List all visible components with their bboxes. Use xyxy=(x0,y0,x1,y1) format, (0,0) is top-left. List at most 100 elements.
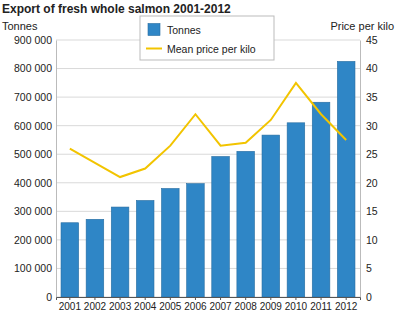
tick-mark xyxy=(220,297,221,300)
tick-label: 2010 xyxy=(285,301,308,312)
tick-label: 800 000 xyxy=(14,62,52,74)
tick-label: 20 xyxy=(366,177,378,189)
bar xyxy=(262,135,280,297)
bar xyxy=(111,207,129,297)
axis-line xyxy=(360,41,361,298)
tick: 25 xyxy=(360,148,378,160)
tick: 2010 xyxy=(285,297,308,312)
tick-label: 5 xyxy=(366,262,372,274)
bar xyxy=(187,184,205,297)
tick-label: 700 000 xyxy=(14,91,52,103)
tick-label: 2003 xyxy=(109,301,132,312)
tick: 600 000 xyxy=(14,120,56,132)
tick-label: 25 xyxy=(366,148,378,160)
tick-label: 2005 xyxy=(159,301,182,312)
tick-label: 45 xyxy=(366,34,378,46)
tick-label: 300 000 xyxy=(14,205,52,217)
legend-swatch xyxy=(146,48,162,50)
y-axis: 0100 000200 000300 000400 000500 000600 … xyxy=(14,34,56,303)
tick-label: 2009 xyxy=(260,301,283,312)
tick: 2007 xyxy=(209,297,232,312)
tick: 10 xyxy=(360,234,378,246)
tick-label: 2004 xyxy=(134,301,157,312)
tick-label: 900 000 xyxy=(14,34,52,46)
tick-label: 0 xyxy=(46,291,52,303)
tick: 2002 xyxy=(84,297,107,312)
bar xyxy=(312,102,330,297)
tick: 2001 xyxy=(59,297,82,312)
tick: 0 xyxy=(46,291,56,303)
tick: 2008 xyxy=(235,297,258,312)
tick-label: 2011 xyxy=(310,301,332,312)
legend-label: Tonnes xyxy=(167,24,201,36)
tick: 0 xyxy=(360,291,372,303)
tick-label: 200 000 xyxy=(14,234,52,246)
y2-axis-title: Price per kilo xyxy=(330,20,394,32)
tick-mark xyxy=(145,297,146,300)
tick: 2003 xyxy=(109,297,132,312)
tick: 40 xyxy=(360,62,378,74)
tick-label: 2006 xyxy=(184,301,207,312)
chart: Export of fresh whole salmon 2001-2012To… xyxy=(0,0,396,323)
tick-mark xyxy=(120,297,121,300)
tick-label: 30 xyxy=(366,120,378,132)
tick-label: 600 000 xyxy=(14,120,52,132)
tick: 2012 xyxy=(335,297,358,312)
legend: Tonnes Mean price per kilo xyxy=(140,16,274,60)
x-axis: 2001200220032004200520062007200820092010… xyxy=(57,297,361,312)
tick-mark xyxy=(270,297,271,300)
tick-label: 2008 xyxy=(235,301,258,312)
legend-swatch xyxy=(148,24,160,36)
y-axis-title: Tonnes xyxy=(2,20,38,32)
tick: 45 xyxy=(360,34,378,46)
tick: 400 000 xyxy=(14,177,56,189)
bar xyxy=(162,188,180,297)
tick-mark xyxy=(295,297,296,300)
tick: 2004 xyxy=(134,297,157,312)
tick: 800 000 xyxy=(14,62,56,74)
tick-mark xyxy=(195,297,196,300)
tick: 100 000 xyxy=(14,262,56,274)
tick-label: 2002 xyxy=(84,301,107,312)
legend-label: Mean price per kilo xyxy=(167,43,256,55)
tick-label: 400 000 xyxy=(14,177,52,189)
bar xyxy=(136,200,154,297)
tick-mark xyxy=(321,297,322,300)
grid-line xyxy=(56,68,360,69)
tick: 2011 xyxy=(310,297,332,312)
tick-mark xyxy=(170,297,171,300)
grid-line xyxy=(56,97,360,98)
tick: 15 xyxy=(360,205,378,217)
tick: 2009 xyxy=(260,297,283,312)
tick-mark xyxy=(245,297,246,300)
tick: 5 xyxy=(360,262,372,274)
tick: 700 000 xyxy=(14,91,56,103)
bar xyxy=(237,151,255,297)
tick-label: 0 xyxy=(366,291,372,303)
tick-label: 2007 xyxy=(209,301,232,312)
tick: 20 xyxy=(360,177,378,189)
tick: 200 000 xyxy=(14,234,56,246)
tick-label: 2012 xyxy=(335,301,358,312)
tick-label: 15 xyxy=(366,205,378,217)
bar xyxy=(287,123,305,297)
y2-axis: 0 5 10 15 20 25 30 35 40 45 xyxy=(360,34,378,303)
tick-mark xyxy=(346,297,347,300)
tick: 2006 xyxy=(184,297,207,312)
tick-label: 10 xyxy=(366,234,378,246)
tick-mark xyxy=(69,297,70,300)
bar xyxy=(61,223,79,297)
tick-label: 100 000 xyxy=(14,262,52,274)
tick: 900 000 xyxy=(14,34,56,46)
line xyxy=(70,83,346,177)
tick-label: 2001 xyxy=(59,301,82,312)
tick: 300 000 xyxy=(14,205,56,217)
tick: 2005 xyxy=(159,297,182,312)
grid xyxy=(56,40,360,297)
tick-label: 40 xyxy=(366,62,378,74)
tick-label: 35 xyxy=(366,91,378,103)
plot-area xyxy=(61,61,355,297)
tick: 30 xyxy=(360,120,378,132)
legend-box xyxy=(140,16,274,60)
bar xyxy=(337,61,355,297)
